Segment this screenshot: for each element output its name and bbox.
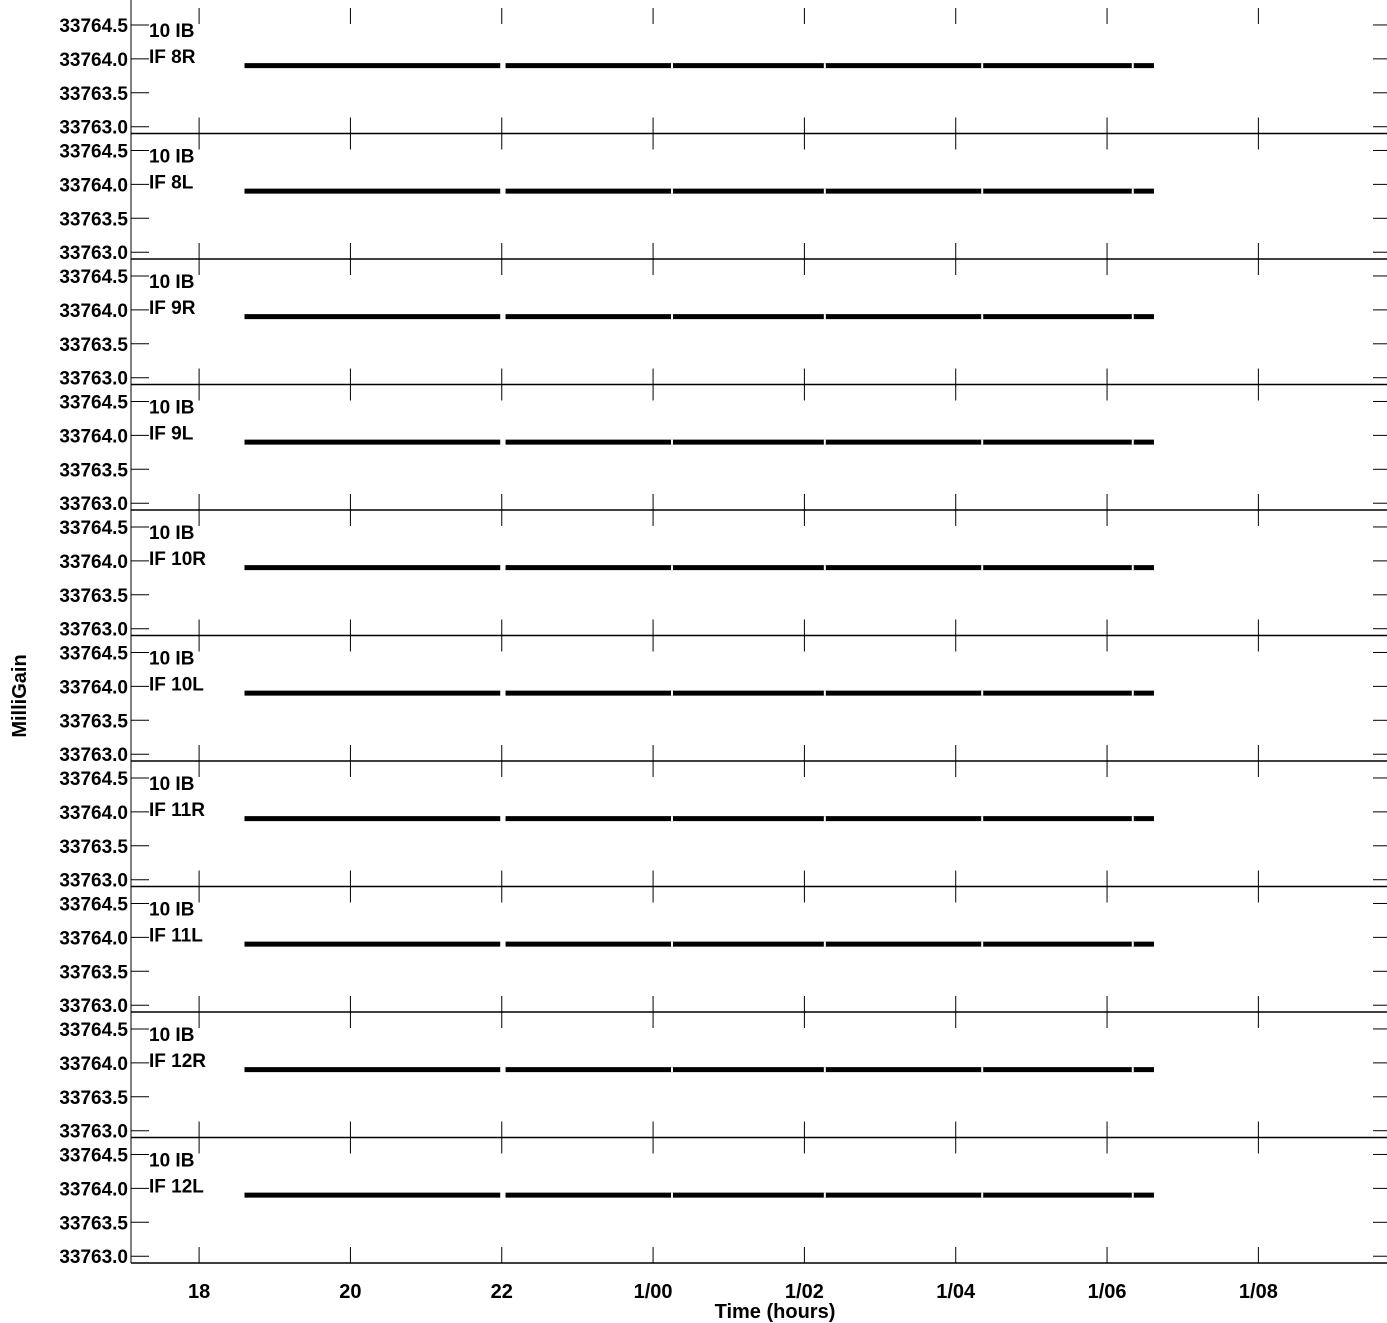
x-tick-labels: 18 20 22 1/00 1/02 1/04 1/06 1/08 bbox=[188, 1281, 1278, 1303]
y-tick-label: 33763.5 bbox=[59, 1213, 128, 1234]
y-tick-label: 33763.0 bbox=[59, 871, 128, 892]
panel-label-line2: IF 11L bbox=[149, 926, 203, 947]
y-tick-label: 33764.5 bbox=[59, 518, 128, 539]
y-tick-label: 33764.0 bbox=[59, 301, 128, 322]
panel: 33764.5 33764.0 33763.5 33763.0 10 IB IF 12L bbox=[59, 1137, 1387, 1268]
panel-label-line1: 10 IB bbox=[149, 1151, 194, 1172]
y-tick-label: 33764.0 bbox=[59, 928, 128, 949]
y-tick-label: 33764.5 bbox=[59, 16, 128, 37]
panel-label-line1: 10 IB bbox=[149, 21, 194, 42]
y-tick-label: 33764.0 bbox=[59, 552, 128, 573]
y-tick-label: 33763.5 bbox=[59, 209, 128, 230]
panel-label-line2: IF 9L bbox=[149, 424, 194, 445]
panel: 33764.5 33764.0 33763.5 33763.0 10 IB IF 12R bbox=[59, 1012, 1387, 1143]
y-tick-label: 33764.5 bbox=[59, 1020, 128, 1041]
y-tick-label: 33763.5 bbox=[59, 1088, 128, 1109]
y-axis-title: MilliGain bbox=[9, 654, 31, 737]
y-tick-label: 33763.0 bbox=[59, 1247, 128, 1268]
y-tick-label: 33764.0 bbox=[59, 50, 128, 71]
y-tick-label: 33763.5 bbox=[59, 586, 128, 607]
panel: 33764.5 33764.0 33763.5 33763.0 10 IB IF 8L bbox=[59, 133, 1387, 264]
panel: 33764.5 33764.0 33763.5 33763.0 10 IB IF 9R bbox=[59, 259, 1387, 390]
y-tick-label: 33764.0 bbox=[59, 803, 128, 824]
panel-label-line1: 10 IB bbox=[149, 523, 194, 544]
panel-label-line2: IF 8R bbox=[149, 47, 196, 68]
y-tick-label: 33764.0 bbox=[59, 175, 128, 196]
y-tick-label: 33763.0 bbox=[59, 996, 128, 1017]
y-tick-label: 33763.0 bbox=[59, 494, 128, 515]
x-tick-label: 1/06 bbox=[1088, 1281, 1127, 1303]
y-tick-label: 33763.5 bbox=[59, 962, 128, 983]
y-tick-label: 33764.0 bbox=[59, 1054, 128, 1075]
y-tick-label: 33763.0 bbox=[59, 1122, 128, 1143]
y-tick-label: 33763.0 bbox=[59, 620, 128, 641]
x-tick-label: 1/08 bbox=[1239, 1281, 1278, 1303]
y-tick-label: 33764.5 bbox=[59, 267, 128, 288]
y-tick-label: 33763.0 bbox=[59, 243, 128, 264]
y-tick-label: 33764.5 bbox=[59, 894, 128, 915]
x-tick-label: 1/04 bbox=[936, 1281, 976, 1303]
panel-label-line2: IF 10R bbox=[149, 549, 206, 570]
y-tick-label: 33764.5 bbox=[59, 141, 128, 162]
y-tick-label: 33763.5 bbox=[59, 335, 128, 356]
y-tick-label: 33763.0 bbox=[59, 118, 128, 139]
panel: 33764.5 33764.0 33763.5 33763.0 10 IB IF 10R bbox=[59, 510, 1387, 641]
y-tick-label: 33764.5 bbox=[59, 643, 128, 664]
panel-label-line1: 10 IB bbox=[149, 649, 194, 670]
x-tick-label: 22 bbox=[491, 1281, 513, 1303]
panel-label-line2: IF 11R bbox=[149, 800, 205, 821]
x-tick-label: 1/00 bbox=[634, 1281, 673, 1303]
y-tick-label: 33764.5 bbox=[59, 769, 128, 790]
y-tick-label: 33763.5 bbox=[59, 711, 128, 732]
y-tick-label: 33763.5 bbox=[59, 84, 128, 105]
panel-label-line2: IF 8L bbox=[149, 173, 194, 194]
x-axis-title: Time (hours) bbox=[715, 1301, 836, 1323]
panel: 33764.5 33764.0 33763.5 33763.0 10 IB IF 8R bbox=[59, 8, 1387, 139]
y-tick-label: 33764.5 bbox=[59, 392, 128, 413]
panel-label-line2: IF 12L bbox=[149, 1177, 204, 1198]
y-tick-label: 33763.0 bbox=[59, 745, 128, 766]
y-tick-label: 33764.0 bbox=[59, 1179, 128, 1200]
y-tick-label: 33763.0 bbox=[59, 369, 128, 390]
panel-label-line1: 10 IB bbox=[149, 900, 194, 921]
panel-label-line1: 10 IB bbox=[149, 1025, 194, 1046]
x-tick-label: 20 bbox=[339, 1281, 361, 1303]
panel-label-line1: 10 IB bbox=[149, 147, 194, 168]
x-tick-label: 1/02 bbox=[785, 1281, 824, 1303]
y-tick-label: 33764.0 bbox=[59, 677, 128, 698]
panel-label-line1: 10 IB bbox=[149, 398, 194, 419]
panel: 33764.5 33764.0 33763.5 33763.0 10 IB IF 11L bbox=[59, 886, 1387, 1017]
panel-label-line1: 10 IB bbox=[149, 774, 194, 795]
y-tick-label: 33763.5 bbox=[59, 837, 128, 858]
x-tick-label: 18 bbox=[188, 1281, 210, 1303]
panel-label-line2: IF 9R bbox=[149, 298, 196, 319]
y-tick-label: 33764.5 bbox=[59, 1145, 128, 1166]
panel-label-line2: IF 12R bbox=[149, 1051, 206, 1072]
panel: 33764.5 33764.0 33763.5 33763.0 10 IB IF 10L bbox=[59, 635, 1387, 766]
panel-label-line2: IF 10L bbox=[149, 675, 204, 696]
y-tick-label: 33764.0 bbox=[59, 426, 128, 447]
panel-label-line1: 10 IB bbox=[149, 272, 194, 293]
y-tick-label: 33763.5 bbox=[59, 460, 128, 481]
panel: 33764.5 33764.0 33763.5 33763.0 10 IB IF 9L bbox=[59, 384, 1387, 515]
panel: 33764.5 33764.0 33763.5 33763.0 10 IB IF 11R bbox=[59, 761, 1387, 892]
